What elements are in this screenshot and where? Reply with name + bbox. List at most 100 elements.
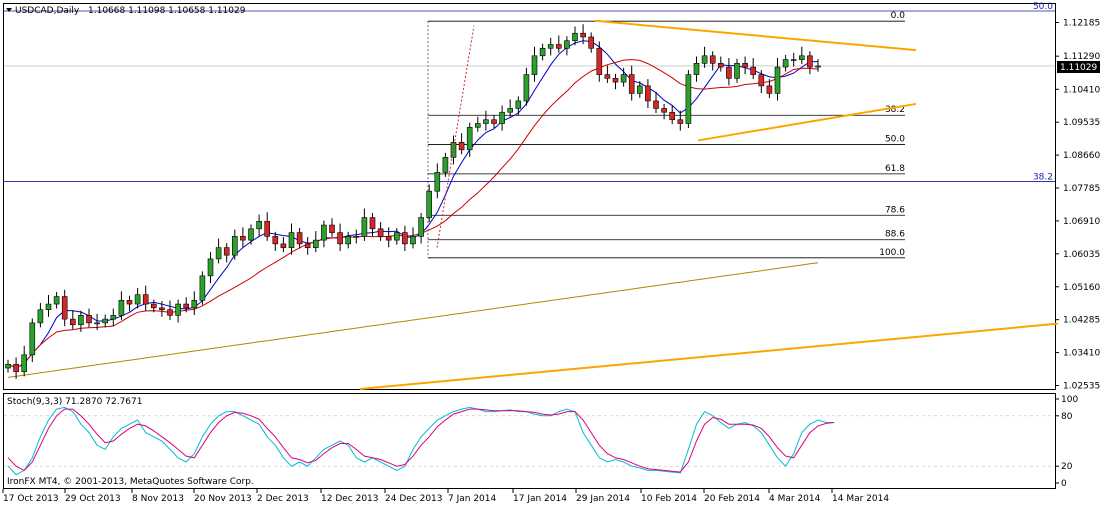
candle-body	[215, 247, 222, 260]
candle-body	[499, 111, 505, 124]
main-pane-frame	[3, 3, 1056, 390]
price-tick-label: 1.03410	[1063, 349, 1100, 359]
candle-body	[483, 119, 489, 124]
candle-body	[434, 172, 441, 192]
candle-body	[151, 303, 157, 309]
candle-body	[693, 63, 700, 75]
candle-body	[515, 100, 522, 109]
time-tick-label: 7 Jan 2014	[448, 494, 496, 504]
candle-body	[580, 32, 586, 38]
fib-level-label: 78.6	[885, 205, 905, 215]
collapse-triangle-icon[interactable]	[6, 8, 12, 12]
candle-body	[232, 236, 238, 256]
candle-body	[474, 123, 481, 128]
time-tick-label: 10 Feb 2014	[641, 494, 697, 504]
stoch-tick-label: 0	[1061, 479, 1067, 489]
ma-fast-line	[7, 40, 819, 369]
candle-body	[636, 85, 643, 94]
candle-body	[256, 221, 262, 230]
candle-body	[167, 309, 173, 316]
candle-body	[13, 363, 19, 373]
price-tick-label: 1.09535	[1063, 118, 1100, 128]
price-axis: 1.12185 1.11290 1.10410 1.09535 1.08660 1.077…	[1055, 19, 1100, 392]
candle-body	[78, 315, 84, 326]
candle-body	[418, 217, 424, 237]
candle-body	[742, 63, 748, 68]
candle-body	[102, 318, 108, 324]
candle-body	[539, 47, 546, 57]
price-tick-label: 1.08660	[1063, 151, 1100, 161]
last-price-label: 1.11029	[1060, 63, 1097, 73]
candle-body	[442, 157, 449, 173]
trendline-upper	[594, 19, 917, 52]
candle-body	[329, 224, 335, 233]
price-tick-label: 1.02535	[1063, 382, 1100, 392]
candle-body	[159, 307, 165, 311]
candle-body	[555, 44, 562, 49]
time-tick-label: 20 Feb 2014	[704, 494, 760, 504]
candle-body	[175, 303, 181, 316]
candle-body	[223, 247, 230, 256]
candle-body	[709, 55, 716, 64]
candle-body	[734, 63, 740, 79]
candle-body	[361, 217, 368, 237]
time-tick-label: 12 Dec 2013	[321, 494, 379, 504]
chart-title: USDCAD,Daily	[15, 6, 80, 16]
candle-body	[393, 232, 400, 241]
fib-long-level-label: 38.2	[1033, 172, 1053, 182]
stoch-pane-frame	[3, 393, 1056, 489]
candle-body	[507, 108, 514, 113]
candle-body	[280, 243, 287, 248]
time-tick-label: 29 Jan 2014	[576, 494, 630, 504]
price-tick-label: 1.04285	[1063, 316, 1100, 326]
candle-body	[531, 55, 538, 75]
fib-level-label: 100.0	[879, 248, 905, 258]
time-tick-label: 2 Dec 2013	[257, 494, 309, 504]
candle-body	[110, 315, 117, 320]
ma-long-line	[7, 262, 819, 378]
trendline-lower	[697, 102, 917, 142]
candle-body	[207, 258, 214, 277]
candle-body	[645, 85, 651, 102]
candle-body	[620, 74, 627, 83]
candle-body	[798, 55, 805, 60]
fib-level-label: 38.2	[885, 105, 905, 115]
candle-body	[264, 221, 271, 237]
stoch-main-line	[7, 406, 835, 476]
candle-body	[596, 47, 603, 75]
candle-body	[426, 190, 433, 218]
candle-body	[183, 303, 189, 309]
stoch-tick-label: 100	[1061, 395, 1078, 405]
candle-body	[53, 296, 60, 305]
candle-body	[296, 232, 303, 245]
candle-body	[21, 354, 28, 373]
price-tick-label: 1.07785	[1063, 184, 1100, 194]
time-tick-label: 24 Dec 2013	[385, 494, 443, 504]
fib-long-level-label: 50.0	[1033, 2, 1053, 12]
candle-body	[45, 303, 52, 311]
candle-body	[685, 74, 692, 124]
time-tick-label: 17 Jan 2014	[513, 494, 567, 504]
candle-body	[661, 108, 667, 113]
moving-averages	[7, 40, 819, 378]
fib-level-label: 50.0	[885, 135, 905, 145]
candle-body	[199, 275, 206, 301]
candle-body	[766, 85, 773, 94]
fibonacci-levels: 0.0 38.2 50.0 61.8 78.6 88.6 100.0 50.0 38.2	[4, 2, 1055, 259]
candle-body	[304, 243, 311, 248]
footer-copyright: IronFX MT4, © 2001-2013, MetaQuotes Soft…	[7, 477, 254, 487]
candle-body	[572, 32, 578, 42]
candle-body	[653, 100, 659, 109]
candle-body	[750, 66, 757, 75]
candle-body	[191, 299, 198, 309]
candle-body	[604, 74, 611, 79]
candle-body	[337, 232, 343, 245]
candle-body	[126, 299, 133, 305]
price-tick-label: 1.05160	[1063, 283, 1100, 293]
ma-slow-line	[7, 59, 819, 369]
candle-body	[134, 294, 141, 305]
price-tick-label: 1.06035	[1063, 250, 1100, 260]
time-tick-label: 4 Mar 2014	[769, 494, 821, 504]
time-tick-label: 8 Nov 2013	[132, 494, 184, 504]
